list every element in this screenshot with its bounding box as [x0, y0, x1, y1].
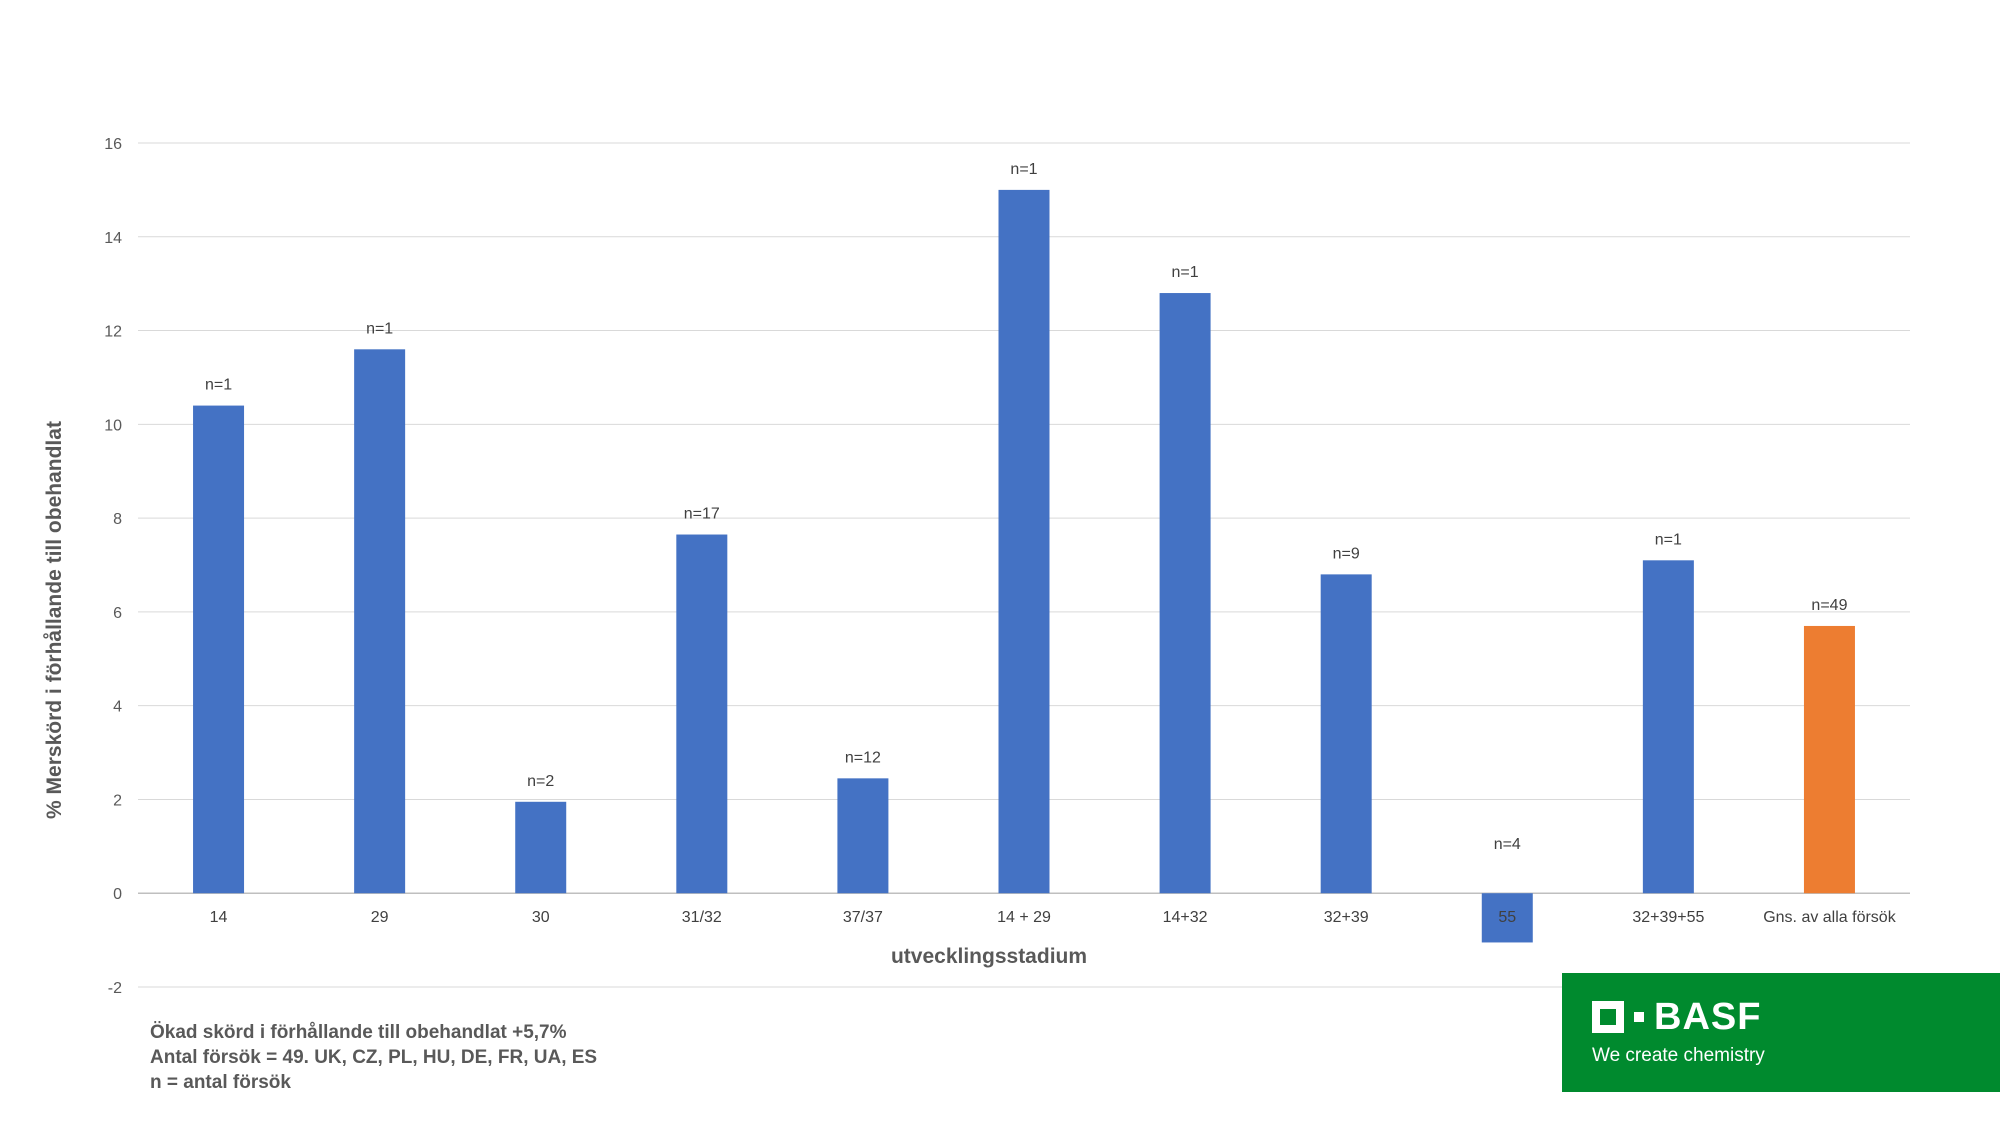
bar [1320, 574, 1372, 894]
data-labels: n=1 n=1 n=2 n=17 n=12 n=1 n=1 n=9 n=4 n=1 n=49 [205, 161, 1848, 853]
bar [1642, 560, 1694, 894]
data-label: n=1 [366, 320, 393, 337]
y-axis-title: % Merskörd i förhållande till obehandlat [43, 421, 66, 819]
bars [193, 189, 1855, 943]
y-tick-label: 14 [104, 230, 122, 247]
y-tick-label: -2 [108, 980, 122, 997]
data-label: n=4 [1494, 836, 1521, 853]
y-tick-label: 16 [104, 136, 122, 153]
category-label: 14 [210, 909, 228, 926]
category-label: 14+32 [1163, 909, 1208, 926]
bar [1803, 625, 1855, 894]
category-label: 37/37 [843, 909, 883, 926]
basf-square-icon [1592, 1001, 1624, 1033]
data-label: n=9 [1333, 545, 1360, 562]
y-tick-label: 8 [113, 511, 122, 528]
bar [676, 534, 728, 894]
footnote-yield-increase: Ökad skörd i förhållande till obehandlat… [150, 1022, 567, 1043]
y-tick-labels: -2 0 2 4 6 8 10 12 14 16 [104, 136, 122, 997]
data-label: n=49 [1811, 597, 1847, 614]
basf-logo: BASF [1592, 996, 1762, 1038]
basf-tagline: We create chemistry [1592, 1045, 1765, 1066]
basf-dot-icon [1634, 1012, 1644, 1022]
y-tick-label: 10 [104, 417, 122, 434]
bar [837, 778, 889, 894]
y-tick-label: 0 [113, 886, 122, 903]
bar [515, 801, 567, 894]
data-label: n=17 [684, 506, 720, 523]
footnote-n-definition: n = antal försök [150, 1072, 291, 1093]
bar [1481, 893, 1533, 943]
y-tick-label: 2 [113, 792, 122, 809]
data-label: n=1 [1172, 264, 1199, 281]
y-tick-label: 12 [104, 324, 122, 341]
bar [998, 189, 1050, 894]
category-label: 55 [1498, 909, 1516, 926]
footnote-trial-count: Antal försök = 49. UK, CZ, PL, HU, DE, F… [150, 1047, 598, 1068]
data-label: n=1 [1010, 161, 1037, 178]
basf-logo-box: BASF We create chemistry [1562, 973, 2000, 1092]
y-tick-label: 4 [113, 699, 122, 716]
category-label: 32+39 [1324, 909, 1369, 926]
y-tick-label: 6 [113, 605, 122, 622]
bar [193, 405, 245, 894]
data-label: n=2 [527, 773, 554, 790]
bar [354, 349, 406, 894]
category-label: 32+39+55 [1632, 909, 1704, 926]
bar [1159, 293, 1211, 894]
category-labels: 14 29 30 31/32 37/37 14 + 29 14+32 32+39 55 32+39… [210, 909, 1897, 926]
category-label: 31/32 [682, 909, 722, 926]
data-label: n=1 [1655, 531, 1682, 548]
category-label: 30 [532, 909, 550, 926]
category-label: 29 [371, 909, 389, 926]
category-label: Gns. av alla försök [1763, 909, 1897, 926]
category-label: 14 + 29 [997, 909, 1051, 926]
data-label: n=12 [845, 749, 881, 766]
data-label: n=1 [205, 377, 232, 394]
basf-wordmark: BASF [1654, 996, 1762, 1038]
x-axis-title: utvecklingsstadium [891, 945, 1087, 968]
